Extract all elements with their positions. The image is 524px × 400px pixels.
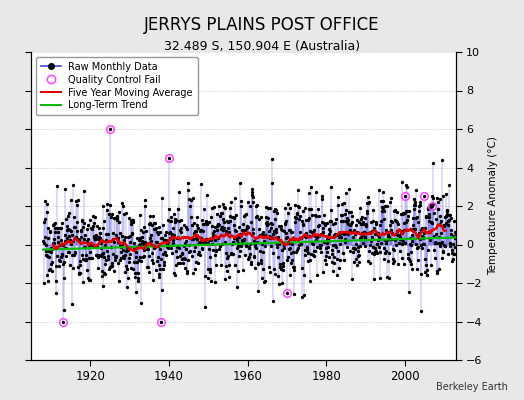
Text: JERRYS PLAINS POST OFFICE: JERRYS PLAINS POST OFFICE <box>144 16 380 34</box>
Text: 32.489 S, 150.904 E (Australia): 32.489 S, 150.904 E (Australia) <box>164 40 360 53</box>
Text: Berkeley Earth: Berkeley Earth <box>436 382 508 392</box>
Y-axis label: Temperature Anomaly (°C): Temperature Anomaly (°C) <box>488 136 498 276</box>
Legend: Raw Monthly Data, Quality Control Fail, Five Year Moving Average, Long-Term Tren: Raw Monthly Data, Quality Control Fail, … <box>36 57 198 115</box>
